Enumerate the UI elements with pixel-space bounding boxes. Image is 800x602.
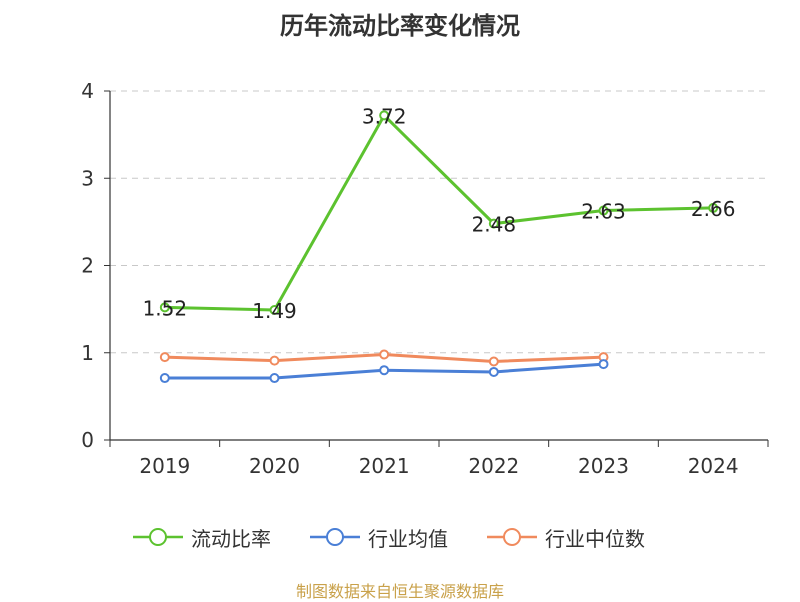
data-point-2 bbox=[159, 352, 170, 363]
data-label: 2.48 bbox=[472, 213, 517, 237]
legend-item-industry-median[interactable]: 行业中位数 bbox=[487, 522, 645, 552]
legend-marker-industry-mean bbox=[310, 528, 360, 546]
data-point-0 bbox=[379, 110, 390, 121]
legend-marker-current-ratio bbox=[133, 528, 183, 546]
data-point-1 bbox=[159, 373, 170, 384]
source-note: 制图数据来自恒生聚源数据库 bbox=[295, 582, 504, 601]
legend-item-current-ratio[interactable]: 流动比率 bbox=[133, 522, 271, 552]
data-label: 2.63 bbox=[581, 200, 626, 224]
legend-label-current-ratio: 流动比率 bbox=[191, 526, 271, 551]
data-label: 2.66 bbox=[691, 197, 736, 221]
data-point-0 bbox=[598, 205, 609, 216]
data-point-0 bbox=[708, 202, 719, 213]
x-tick-label: 2021 bbox=[359, 454, 410, 478]
data-point-1 bbox=[379, 365, 390, 376]
x-tick-label: 2019 bbox=[139, 454, 190, 478]
data-label: 1.52 bbox=[143, 296, 188, 320]
x-tick-label: 2020 bbox=[249, 454, 300, 478]
y-tick-label: 1 bbox=[81, 341, 94, 365]
data-label: 1.49 bbox=[252, 299, 297, 323]
data-label: 3.72 bbox=[362, 104, 407, 128]
y-tick-label: 2 bbox=[81, 254, 94, 278]
data-point-1 bbox=[269, 373, 280, 384]
data-point-0 bbox=[269, 304, 280, 315]
data-point-2 bbox=[488, 356, 499, 367]
data-point-2 bbox=[269, 355, 280, 366]
data-point-2 bbox=[379, 349, 390, 360]
x-tick-label: 2023 bbox=[578, 454, 629, 478]
data-point-0 bbox=[488, 218, 499, 229]
series-line-0 bbox=[164, 113, 714, 312]
legend-item-industry-mean[interactable]: 行业均值 bbox=[310, 522, 448, 552]
legend-marker-industry-median bbox=[487, 528, 537, 546]
chart-title: 历年流动比率变化情况 bbox=[280, 12, 520, 40]
data-point-1 bbox=[488, 366, 499, 377]
y-tick-label: 4 bbox=[81, 79, 94, 103]
data-point-0 bbox=[159, 302, 170, 313]
data-point-1 bbox=[598, 359, 609, 370]
chart-legend: 流动比率 行业均值 行业中位数 bbox=[0, 522, 800, 552]
y-tick-label: 3 bbox=[81, 166, 94, 190]
legend-label-industry-median: 行业中位数 bbox=[545, 526, 645, 551]
legend-label-industry-mean: 行业均值 bbox=[368, 526, 448, 551]
x-tick-label: 2022 bbox=[468, 454, 519, 478]
x-tick-label: 2024 bbox=[688, 454, 739, 478]
y-tick-label: 0 bbox=[81, 428, 94, 452]
